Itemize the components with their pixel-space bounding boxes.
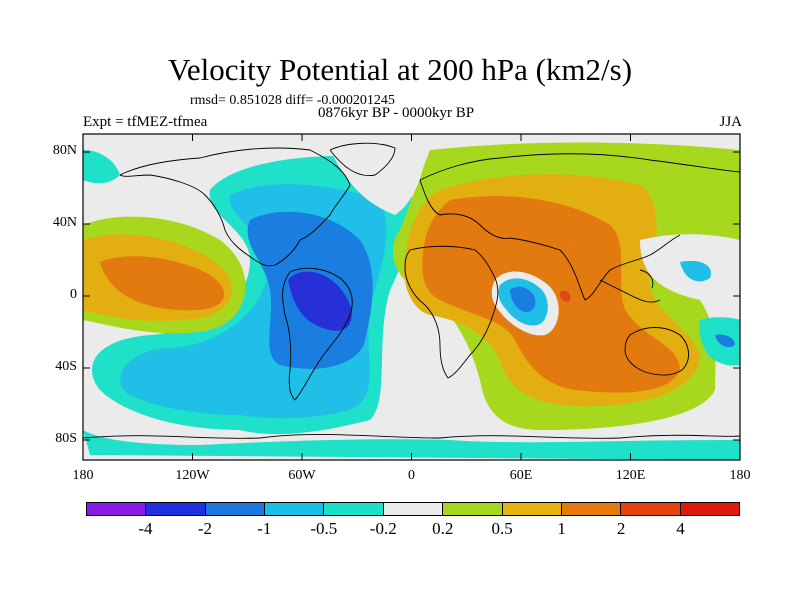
- coast-greenland: [329, 142, 396, 177]
- colorbar-label: -0.5: [310, 519, 338, 538]
- colorbar-swatch: [205, 503, 266, 515]
- field-blue-hole: [510, 286, 536, 313]
- lon-label-60w: 60W: [288, 468, 316, 483]
- map-title: Velocity Potential at 200 hPa (km2/s): [167, 52, 633, 87]
- colorbar-swatch: [324, 503, 384, 515]
- lat-label-0: 0: [70, 287, 77, 302]
- coast-north-america: [119, 147, 351, 267]
- colorbar-swatch: [146, 503, 206, 515]
- colorbar-swatch: [383, 503, 444, 515]
- field-teal-far-west-north: [83, 150, 120, 184]
- lat-label-40s: 40S: [55, 359, 77, 374]
- stats-label: rmsd= 0.851028 diff= -0.000201245: [190, 93, 395, 108]
- colorbar-swatch: [680, 503, 739, 515]
- coast-africa: [404, 245, 499, 379]
- field-cyan-pacific-east: [680, 260, 711, 282]
- colorbar-swatch: [621, 503, 681, 515]
- lon-label-0: 0: [408, 468, 415, 483]
- lon-label-180e: 180: [729, 468, 751, 483]
- coast-europe-asia: [419, 153, 740, 301]
- colorbar-label: -1: [257, 519, 272, 538]
- lat-label-80n: 80N: [52, 143, 77, 158]
- lon-label-60e: 60E: [509, 468, 533, 483]
- field-blue-pacific-east: [715, 334, 735, 348]
- period-label: 0876kyr BP - 0000kyr BP: [318, 105, 475, 121]
- colorbar-label: -2: [197, 519, 212, 538]
- coast-australia: [624, 327, 689, 376]
- field-red-india: [559, 290, 571, 302]
- coast-antarctica: [83, 434, 740, 439]
- season-label: JJA: [719, 114, 742, 130]
- colorbar-label: -4: [138, 519, 153, 538]
- lon-label-120e: 120E: [615, 468, 646, 483]
- colorbar-label: -0.2: [369, 519, 397, 538]
- field-blue-dark-center: [288, 271, 352, 331]
- colorbar-swatch: [265, 503, 325, 515]
- colorbar-label: 0.5: [491, 519, 513, 538]
- field-orange-pacific: [100, 256, 225, 311]
- lat-label-80s: 80S: [55, 431, 77, 446]
- coast-southeast-asia: [599, 269, 661, 303]
- colorbar-swatch: [502, 503, 562, 515]
- field-teal-far-west: [83, 430, 740, 460]
- colorbar-swatch: [87, 503, 147, 515]
- colorbar: [86, 502, 740, 516]
- colorbar-label: 1: [557, 519, 566, 538]
- colorbar-label: 2: [616, 519, 626, 538]
- axis-ticks: [83, 134, 740, 460]
- contour-field: [83, 134, 740, 460]
- lat-label-40n: 40N: [52, 215, 77, 230]
- colorbar-swatch: [561, 503, 622, 515]
- coast-south-america: [282, 267, 353, 401]
- lon-label-120w: 120W: [175, 468, 210, 483]
- colorbar-swatch: [443, 503, 503, 515]
- coastlines: [83, 142, 740, 439]
- experiment-label: Expt = tfMEZ-tfmea: [83, 114, 208, 130]
- colorbar-label: 4: [676, 519, 685, 538]
- colorbar-label: 0.2: [432, 519, 454, 538]
- field-neutral-north-atlantic: [330, 149, 425, 215]
- lon-label-180w: 180: [72, 468, 94, 483]
